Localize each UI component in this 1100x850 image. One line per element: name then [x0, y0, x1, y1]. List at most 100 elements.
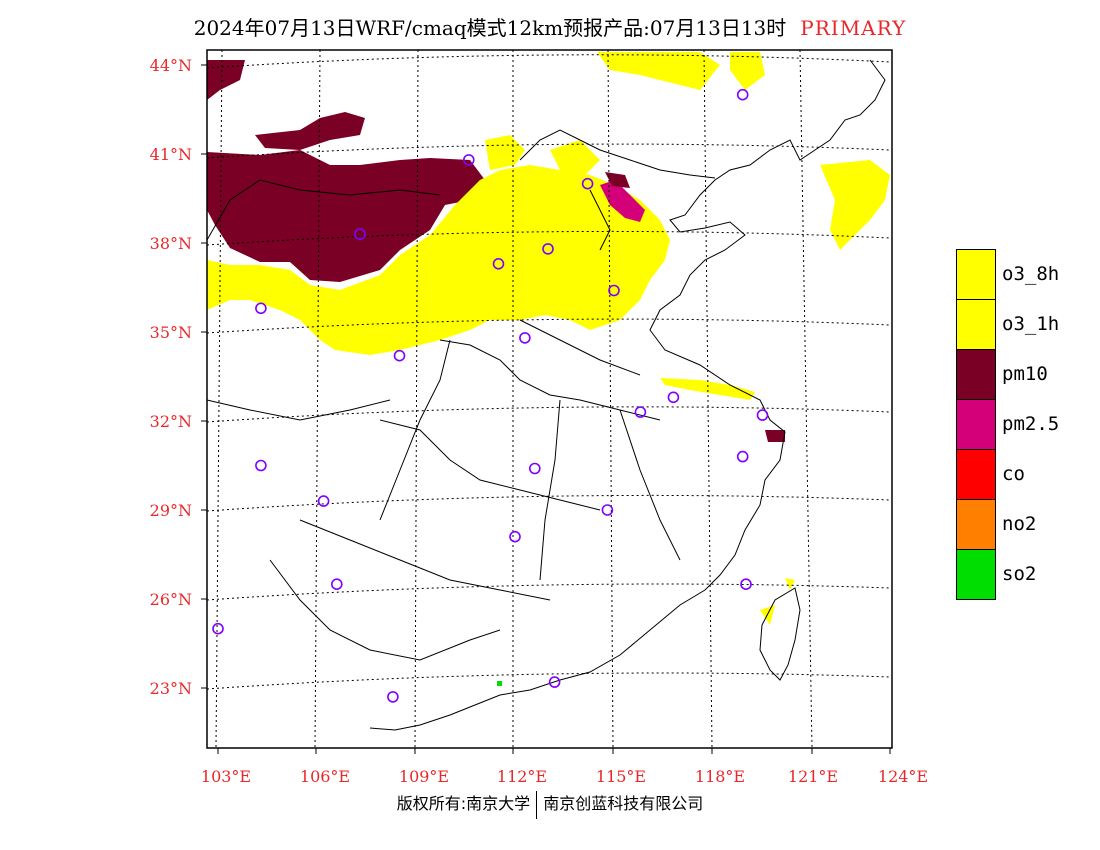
lon-label: 106°E [300, 767, 350, 786]
lon-label: 112°E [497, 767, 547, 786]
legend-label: co [1002, 463, 1025, 485]
lat-label: 32°N [150, 412, 192, 431]
meridian-121 [799, 49, 813, 749]
legend-swatch [956, 349, 996, 399]
axis-ticks [201, 64, 891, 754]
lon-label: 109°E [399, 767, 449, 786]
station-marker [756, 409, 769, 421]
meridian-106 [314, 49, 321, 749]
station-marker [740, 578, 752, 591]
lat-label: 44°N [150, 56, 192, 75]
station-marker [667, 391, 680, 404]
lat-label: 26°N [150, 590, 192, 609]
legend-label: so2 [1002, 563, 1037, 585]
lat-label: 35°N [150, 323, 192, 342]
meridian-109 [414, 49, 419, 749]
taiwan-outline [759, 587, 801, 681]
station-marker [212, 622, 224, 635]
parallel-32 [206, 406, 891, 423]
station-marker [255, 302, 267, 315]
station-marker [354, 228, 366, 240]
lat-label: 38°N [150, 234, 192, 253]
map-frame [206, 49, 893, 749]
copyright-right: 南京创蓝科技有限公司 [543, 794, 704, 813]
lon-label: 115°E [596, 767, 646, 786]
station-marker [492, 257, 505, 270]
coastline [369, 59, 886, 731]
meridian-115 [607, 49, 614, 749]
o3-area-central [207, 165, 670, 355]
boundary-lines [206, 59, 886, 731]
legend-swatch [956, 249, 996, 299]
province-lines [206, 129, 716, 661]
pm10-area [207, 150, 485, 282]
lon-label: 121°E [788, 767, 838, 786]
parallel-29 [206, 494, 891, 512]
station-marker [528, 462, 541, 475]
legend-item-o3-1h: o3_1h [956, 299, 1096, 349]
so2-dot [497, 681, 502, 686]
station-marker [581, 177, 594, 190]
legend-label: pm10 [1002, 363, 1048, 385]
parallel-35 [206, 318, 891, 334]
station-marker [608, 284, 620, 297]
legend-swatch [956, 449, 996, 499]
o3-area-taiwan [760, 578, 795, 625]
o3-area-jiangsu [660, 378, 755, 400]
map-title: 2024年07月13日WRF/cmaq模式12km预报产品:07月13日13时 P… [0, 12, 1100, 41]
latitude-labels: 44°N 41°N 38°N 35°N 32°N 29°N 26°N 23°N [150, 56, 192, 698]
legend-item-no2: no2 [956, 499, 1096, 549]
copyright-footer: 版权所有:南京大学 南京创蓝科技有限公司 [0, 790, 1100, 819]
legend-item-so2: so2 [956, 549, 1096, 600]
station-marker [317, 495, 330, 507]
legend-swatch [956, 399, 996, 449]
pollutant-legend: o3_8h o3_1h pm10 pm2.5 co no2 so2 [956, 249, 1096, 600]
parallel-38 [206, 230, 891, 246]
pm25-area [600, 180, 645, 222]
station-marker [509, 530, 521, 543]
legend-item-co: co [956, 449, 1096, 499]
station-marker [542, 243, 554, 255]
legend-swatch [956, 499, 996, 549]
pollution-areas [207, 52, 890, 686]
legend-item-pm25: pm2.5 [956, 399, 1096, 449]
lon-label: 103°E [201, 767, 251, 786]
lon-label: 124°E [878, 767, 928, 786]
station-marker [634, 406, 647, 418]
lat-label: 23°N [150, 679, 192, 698]
monitoring-stations [212, 88, 769, 703]
pm10-area-north [207, 60, 365, 150]
parallel-23 [206, 672, 891, 690]
footer-divider [536, 790, 538, 819]
graticule [206, 49, 891, 749]
station-marker [736, 450, 749, 463]
parallel-44 [206, 54, 891, 69]
station-marker [393, 349, 406, 362]
title-main: 2024年07月13日WRF/cmaq模式12km预报产品:07月13日13时 [193, 16, 787, 40]
legend-swatch [956, 299, 996, 349]
station-marker [548, 676, 561, 688]
parallel-26 [206, 583, 891, 601]
station-marker [736, 88, 749, 101]
o3-area-hebei [485, 135, 600, 175]
copyright-left: 版权所有:南京大学 [396, 794, 531, 813]
legend-item-o3-8h: o3_8h [956, 249, 1096, 299]
meridian-103 [215, 49, 223, 749]
legend-swatch [956, 549, 996, 600]
station-marker [255, 459, 267, 472]
parallel-41 [206, 143, 891, 159]
station-marker [519, 332, 531, 344]
lon-label: 118°E [695, 767, 745, 786]
station-marker [387, 691, 399, 703]
legend-label: o3_1h [1002, 313, 1060, 335]
station-marker [330, 578, 343, 591]
station-marker [601, 504, 614, 516]
o3-area-northeast [597, 52, 890, 250]
station-marker [462, 154, 475, 166]
lat-label: 41°N [150, 145, 192, 164]
legend-label: o3_8h [1002, 263, 1060, 285]
lat-label: 29°N [150, 501, 192, 520]
title-tag: PRIMARY [800, 16, 907, 40]
longitude-labels: 103°E 106°E 109°E 112°E 115°E 118°E 121°… [201, 767, 928, 786]
